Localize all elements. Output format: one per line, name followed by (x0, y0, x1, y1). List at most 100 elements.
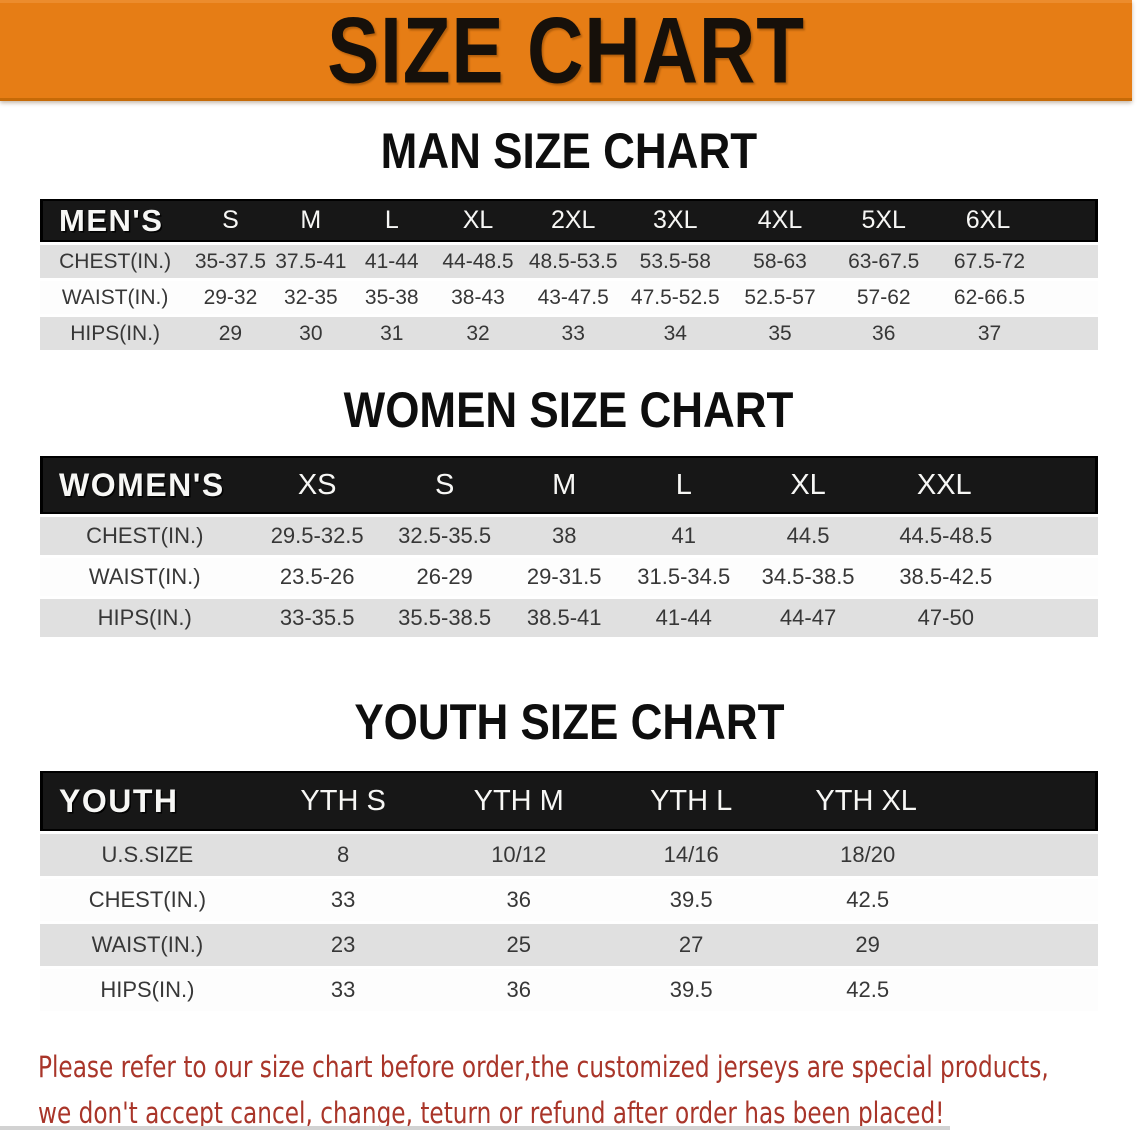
size-value-cell: 43-47.5 (523, 281, 623, 314)
man-section-title-text: MAN SIZE CHART (380, 123, 758, 179)
size-column-header: XS (249, 456, 385, 514)
size-value-cell: 39.5 (606, 969, 777, 1011)
size-value-cell: 23.5-26 (249, 558, 385, 596)
mens-size-table: MEN'S S M L XL 2XL 3XL 4XL 5XL 6XL CHEST(IN.) 35-3… (40, 196, 1098, 353)
bottom-divider (0, 1126, 950, 1130)
size-value-cell: 44-47 (743, 599, 873, 637)
size-value-cell: 42.5 (776, 879, 1098, 921)
size-value-cell: 14/16 (606, 834, 777, 876)
size-value-cell: 31 (351, 317, 433, 350)
disclaimer-line-1: Please refer to our size chart before or… (38, 1050, 1049, 1084)
size-value-cell: 29 (190, 317, 271, 350)
size-value-cell: 33 (254, 879, 432, 921)
size-value-cell: 52.5-57 (727, 281, 833, 314)
size-value-cell: 33 (254, 969, 432, 1011)
size-value-cell: 23 (254, 924, 432, 966)
size-column-header: 2XL (523, 199, 623, 242)
man-size-section: MAN SIZE CHART MEN'S S M L XL 2XL 3XL 4XL 5XL 6XL… (0, 126, 1138, 353)
size-value-cell: 67.5-72 (935, 245, 1098, 278)
table-header-label: WOMEN'S (40, 456, 250, 514)
table-row: CHEST(IN.) 29.5-32.5 32.5-35.5 38 41 44.5 44.5… (40, 517, 1098, 555)
table-row: WAIST(IN.) 23.5-26 26-29 29-31.5 31.5-34.5 34… (40, 558, 1098, 596)
size-value-cell: 39.5 (606, 879, 777, 921)
size-value-cell: 27 (606, 924, 777, 966)
size-value-cell: 29-31.5 (504, 558, 624, 596)
table-row: HIPS(IN.) 33 36 39.5 42.5 (40, 969, 1098, 1011)
size-value-cell: 44.5 (743, 517, 873, 555)
women-section-title-text: WOMEN SIZE CHART (344, 382, 794, 438)
size-value-cell: 26-29 (384, 558, 505, 596)
row-label-cell: CHEST(IN.) (40, 517, 250, 555)
size-value-cell: 35 (727, 317, 833, 350)
size-column-header: YTH S (254, 771, 432, 831)
table-row: WAIST(IN.) 29-32 32-35 35-38 38-43 43-47.5 47.… (40, 281, 1098, 314)
size-value-cell: 35.5-38.5 (384, 599, 505, 637)
size-value-cell: 36 (431, 969, 606, 1011)
size-value-cell: 25 (431, 924, 606, 966)
size-column-header: L (351, 199, 433, 242)
size-value-cell: 33-35.5 (249, 599, 385, 637)
size-value-cell: 29-32 (190, 281, 271, 314)
size-value-cell: 41-44 (351, 245, 433, 278)
size-value-cell: 32.5-35.5 (384, 517, 505, 555)
size-value-cell: 48.5-53.5 (523, 245, 623, 278)
size-column-header: S (190, 199, 271, 242)
size-column-header: 3XL (622, 199, 728, 242)
size-value-cell: 47-50 (872, 599, 1098, 637)
size-value-cell: 10/12 (431, 834, 606, 876)
size-value-cell: 35-37.5 (190, 245, 271, 278)
size-value-cell: 44-48.5 (432, 245, 524, 278)
table-header-label: YOUTH (40, 771, 255, 831)
women-size-section: WOMEN SIZE CHART WOMEN'S XS S M L XL XXL CHEST… (0, 385, 1138, 640)
size-value-cell: 34 (622, 317, 728, 350)
size-value-cell: 47.5-52.5 (622, 281, 728, 314)
size-column-header: 6XL (935, 199, 1098, 242)
size-value-cell: 34.5-38.5 (743, 558, 873, 596)
disclaimer-text: Please refer to our size chart before or… (38, 1044, 1138, 1137)
size-column-header: 5XL (832, 199, 936, 242)
youth-size-section: YOUTH SIZE CHART YOUTH YTH S YTH M YTH L YTH… (0, 697, 1138, 1014)
table-row: HIPS(IN.) 33-35.5 35.5-38.5 38.5-41 41-44 44-… (40, 599, 1098, 637)
size-column-header: 4XL (727, 199, 833, 242)
size-column-header: S (384, 456, 505, 514)
size-value-cell: 32 (432, 317, 524, 350)
size-column-header: XXL (872, 456, 1098, 514)
size-column-header: XL (743, 456, 873, 514)
size-value-cell: 63-67.5 (832, 245, 936, 278)
size-column-header: XL (432, 199, 524, 242)
row-label-cell: HIPS(IN.) (40, 599, 250, 637)
size-column-header: L (623, 456, 744, 514)
table-row: U.S.SIZE 8 10/12 14/16 18/20 (40, 834, 1098, 876)
womens-size-table: WOMEN'S XS S M L XL XXL CHEST(IN.) 29.5-32.5 32.… (40, 453, 1098, 640)
table-header-label: MEN'S (40, 199, 191, 242)
table-row: CHEST(IN.) 35-37.5 37.5-41 41-44 44-48.5 48.5… (40, 245, 1098, 278)
table-row: WAIST(IN.) 23 25 27 29 (40, 924, 1098, 966)
man-section-title: MAN SIZE CHART (0, 126, 1138, 176)
women-section-title: WOMEN SIZE CHART (0, 385, 1138, 435)
size-value-cell: 30 (270, 317, 352, 350)
size-value-cell: 36 (431, 879, 606, 921)
size-value-cell: 41 (623, 517, 744, 555)
disclaimer-line-2: we don't accept cancel, change, teturn o… (38, 1096, 945, 1131)
size-value-cell: 53.5-58 (622, 245, 728, 278)
size-value-cell: 35-38 (351, 281, 433, 314)
row-label-cell: WAIST(IN.) (40, 924, 255, 966)
size-value-cell: 62-66.5 (935, 281, 1098, 314)
size-value-cell: 57-62 (832, 281, 936, 314)
table-row: HIPS(IN.) 29 30 31 32 33 34 35 36 37 (40, 317, 1098, 350)
size-column-header: YTH L (606, 771, 777, 831)
table-header-row: MEN'S S M L XL 2XL 3XL 4XL 5XL 6XL (40, 199, 1098, 242)
size-value-cell: 29.5-32.5 (249, 517, 385, 555)
youth-size-table: YOUTH YTH S YTH M YTH L YTH XL U.S.SIZE 8 10/1… (40, 768, 1098, 1014)
size-value-cell: 36 (832, 317, 936, 350)
row-label-cell: U.S.SIZE (40, 834, 255, 876)
youth-section-title-text: YOUTH SIZE CHART (353, 694, 785, 750)
row-label-cell: HIPS(IN.) (40, 317, 191, 350)
size-value-cell: 8 (254, 834, 432, 876)
row-label-cell: WAIST(IN.) (40, 558, 250, 596)
size-value-cell: 38.5-42.5 (872, 558, 1098, 596)
size-column-header: YTH XL (776, 771, 1098, 831)
size-value-cell: 38 (504, 517, 624, 555)
row-label-cell: CHEST(IN.) (40, 879, 255, 921)
row-label-cell: HIPS(IN.) (40, 969, 255, 1011)
